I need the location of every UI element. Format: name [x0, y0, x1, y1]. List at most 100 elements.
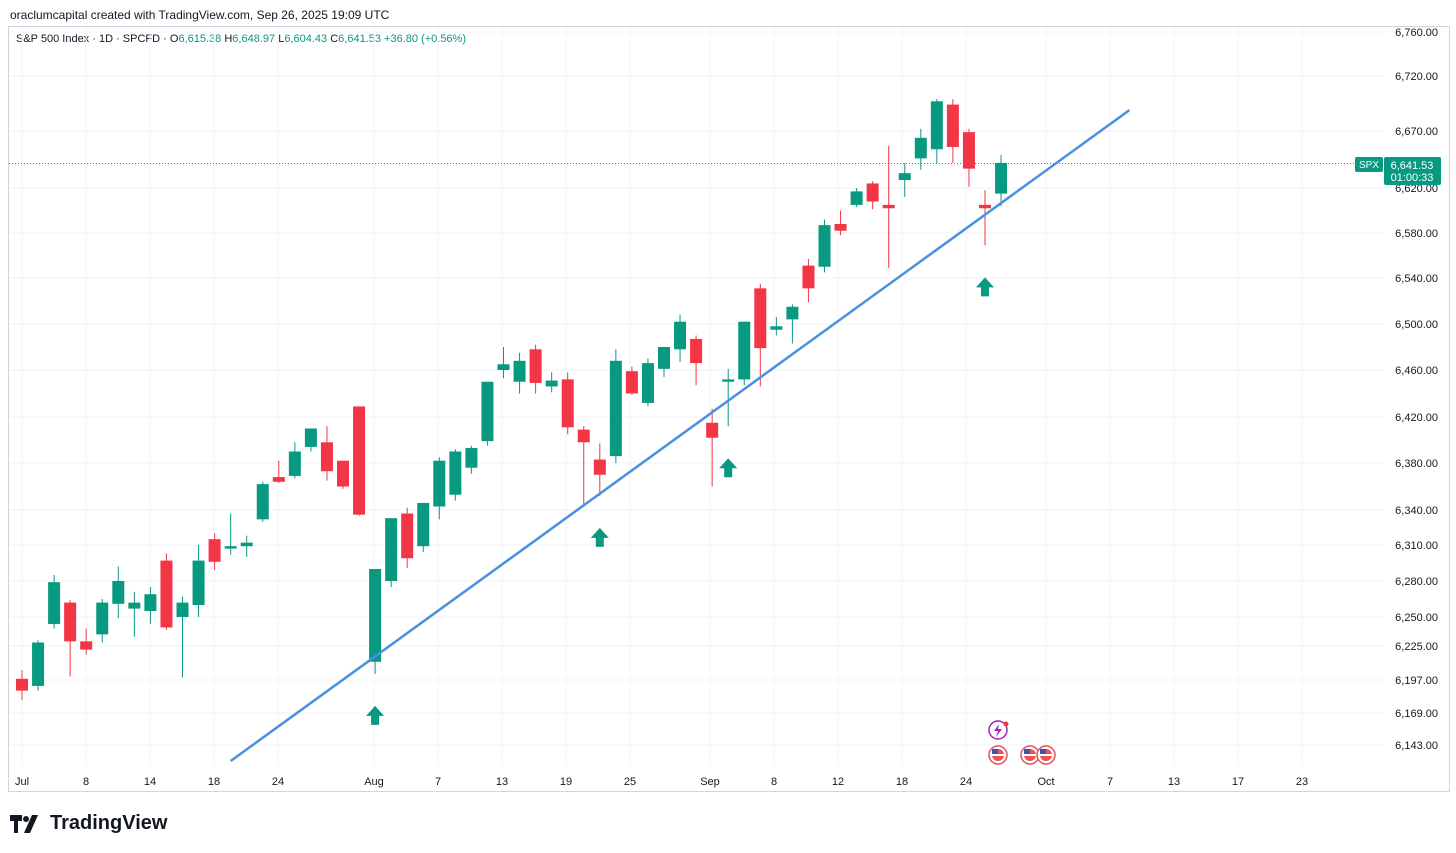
- candle: [850, 188, 863, 208]
- candle: [930, 99, 943, 163]
- candle: [962, 128, 975, 187]
- open-label: O: [169, 33, 179, 45]
- symbol-label[interactable]: S&P 500 Index · 1D · SPCFD: [16, 33, 161, 45]
- candle-body: [417, 502, 430, 547]
- y-tick-label: 6,580.00: [1395, 228, 1438, 240]
- candle-body: [930, 101, 943, 150]
- candle: [208, 533, 221, 571]
- candle: [304, 428, 317, 452]
- candle-body: [240, 542, 253, 547]
- y-tick-label: 6,720.00: [1395, 71, 1438, 83]
- x-tick-label: 19: [560, 776, 572, 788]
- candle: [433, 457, 446, 520]
- candle-body: [64, 602, 77, 642]
- candle: [465, 445, 478, 474]
- candle: [353, 406, 366, 516]
- price-badge-bg: [1384, 157, 1441, 185]
- up-arrow-icon: [366, 705, 385, 725]
- flag-stripe: [1024, 754, 1036, 756]
- event-dot: [1003, 721, 1009, 727]
- earnings-event-icon: [988, 720, 1009, 740]
- candle-body: [80, 641, 93, 650]
- candle-body: [272, 477, 285, 482]
- candle-body: [433, 460, 446, 507]
- y-tick-label: 6,540.00: [1395, 273, 1438, 285]
- candlestick-chart[interactable]: 6,143.00 6,169.00 6,197.00 6,225.00 6,250.00…: [0, 0, 1456, 800]
- x-tick-label: Oct: [1037, 776, 1054, 788]
- up-arrow-icon: [590, 527, 609, 547]
- chart-caption: oraclumcapital created with TradingView.…: [10, 8, 390, 22]
- candle-body: [850, 191, 863, 205]
- candle-body: [16, 678, 28, 691]
- y-tick-label: 6,500.00: [1395, 319, 1438, 331]
- candle-body: [818, 225, 831, 267]
- x-tick-label: Sep: [700, 776, 720, 788]
- tradingview-logo[interactable]: TradingView: [10, 812, 167, 835]
- x-tick-label: Jul: [15, 776, 29, 788]
- candle-body: [288, 451, 301, 476]
- brand-name: TradingView: [50, 812, 168, 834]
- close-label: C: [330, 33, 339, 45]
- change-value: +36.80 (+0.56%): [384, 33, 466, 45]
- candle-body: [786, 306, 799, 320]
- candle: [995, 154, 1008, 206]
- candle: [224, 513, 237, 555]
- candle-body: [48, 582, 61, 624]
- x-tick-label: 17: [1232, 776, 1244, 788]
- candle: [417, 502, 430, 553]
- candle-body: [979, 204, 991, 209]
- flag-canton: [1024, 749, 1030, 754]
- candle: [176, 596, 189, 678]
- candle: [674, 314, 687, 362]
- candle: [513, 352, 526, 394]
- support-arrows: [366, 277, 994, 725]
- candles: [16, 99, 1008, 701]
- candle-body: [593, 459, 606, 475]
- chart-frame: [8, 26, 1450, 792]
- x-tick-label: 24: [960, 776, 972, 788]
- candle: [834, 210, 847, 236]
- candle: [641, 358, 654, 407]
- candle: [914, 128, 927, 170]
- candle: [722, 368, 735, 427]
- candle: [128, 591, 141, 637]
- candle: [706, 408, 719, 487]
- candle-body: [898, 173, 911, 181]
- candle: [545, 372, 558, 393]
- candle-body: [320, 442, 333, 472]
- x-tick-label: 24: [272, 776, 284, 788]
- candle: [16, 670, 28, 701]
- flag-canton: [992, 749, 998, 754]
- candle-body: [144, 594, 157, 611]
- candle: [577, 426, 590, 505]
- x-tick-label: 8: [83, 776, 89, 788]
- y-tick-label: 6,143.00: [1395, 740, 1438, 752]
- candle-body: [513, 360, 526, 382]
- candle-body: [449, 451, 462, 495]
- y-tick-label: 6,280.00: [1395, 576, 1438, 588]
- candle: [818, 219, 831, 273]
- price-badge[interactable]: SPX 6,641.53 01:00:33: [1355, 157, 1441, 185]
- candle: [754, 283, 767, 387]
- price-badge-value: 6,641.53: [1391, 160, 1434, 172]
- candle: [770, 317, 783, 336]
- y-tick-label: 6,460.00: [1395, 365, 1438, 377]
- candle-body: [208, 539, 221, 562]
- candle-body: [946, 104, 959, 147]
- trendline-layer: [229, 109, 1131, 763]
- low-label: L: [278, 33, 285, 45]
- candle-body: [128, 602, 141, 609]
- candle-body: [112, 581, 125, 604]
- candle: [481, 381, 494, 446]
- candle-body: [401, 513, 414, 559]
- candle-body: [882, 204, 895, 209]
- y-tick-label: 6,340.00: [1395, 505, 1438, 517]
- candle-body: [914, 137, 927, 159]
- us-flag-icon: [1020, 745, 1040, 765]
- x-tick-label: 13: [496, 776, 508, 788]
- candle-body: [625, 371, 638, 394]
- candle: [786, 304, 799, 344]
- y-tick-label: 6,310.00: [1395, 540, 1438, 552]
- candle: [625, 366, 638, 395]
- candle-body: [674, 321, 687, 350]
